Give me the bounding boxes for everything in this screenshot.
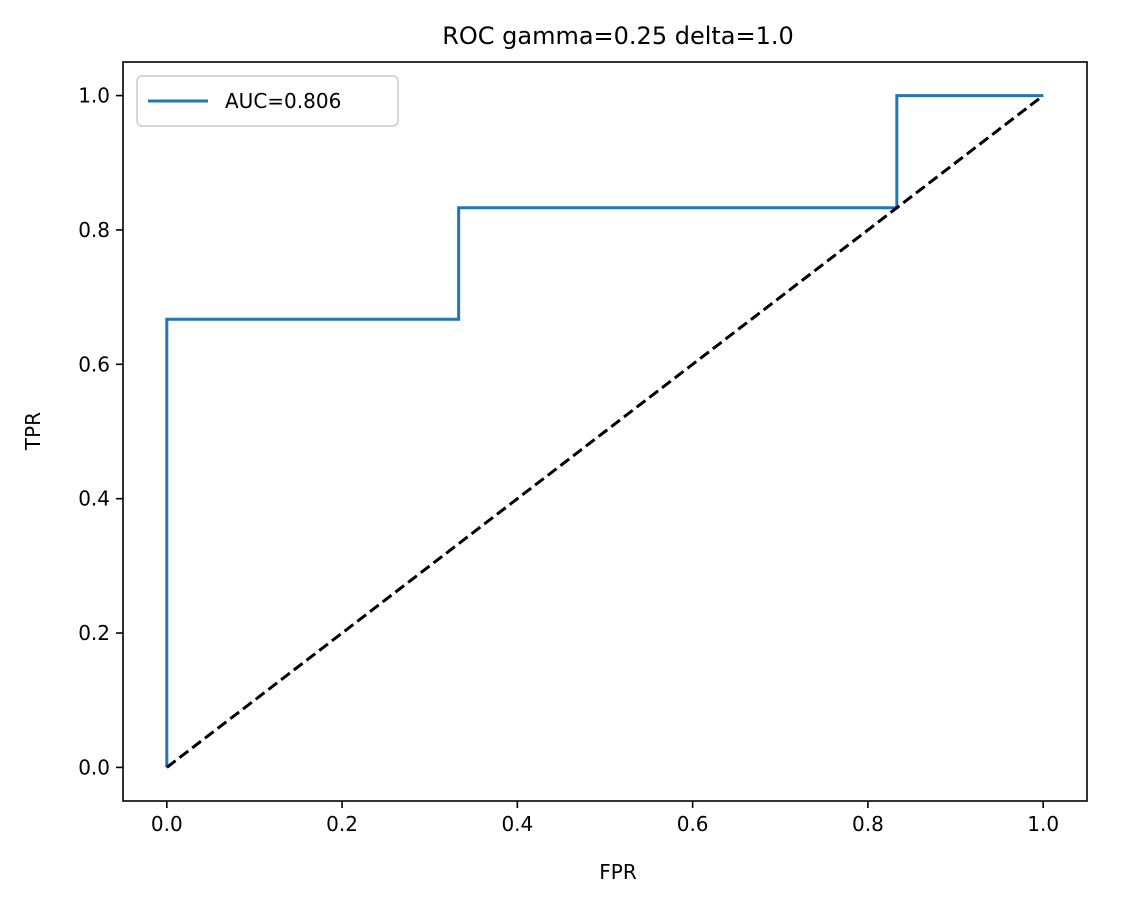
y-tick-label: 0.8 [78,218,110,242]
x-axis-label: FPR [599,860,637,884]
roc-curve-line [165,94,1044,768]
x-tick-label: 0.2 [326,812,358,836]
x-tick-label: 0.6 [677,812,709,836]
legend-box [136,75,399,127]
plot-lines [165,94,1045,769]
y-axis-label: TPR [21,412,45,451]
x-tick-label: 0.0 [151,812,183,836]
legend: AUC=0.806 [136,75,399,127]
x-tick-label: 0.8 [852,812,884,836]
x-tick-label: 1.0 [1027,812,1059,836]
y-tick-label: 0.6 [78,352,110,376]
y-tick-label: 0.2 [78,621,110,645]
y-tick-label: 0.4 [78,487,110,511]
x-tick-label: 0.4 [501,812,533,836]
y-tick-label: 1.0 [78,84,110,108]
chance-diagonal-line [165,94,1045,769]
legend-label-auc: AUC=0.806 [225,89,341,113]
y-axis-ticks: 0.0 0.2 0.4 0.6 0.8 1.0 [78,84,123,779]
plot-frame [122,61,1088,802]
chart-title: ROC gamma=0.25 delta=1.0 [442,22,794,50]
y-tick-label: 0.0 [78,755,110,779]
x-axis-ticks: 0.0 0.2 0.4 0.6 0.8 1.0 [151,801,1059,836]
